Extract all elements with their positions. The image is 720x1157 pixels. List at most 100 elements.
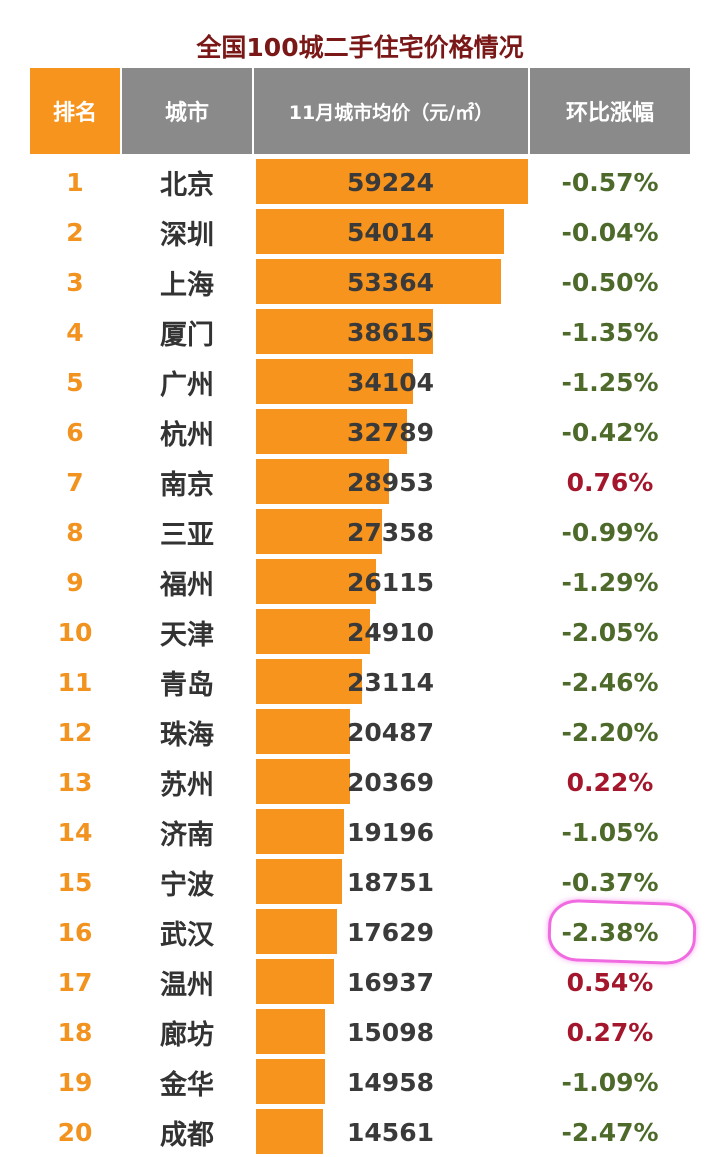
bar	[256, 209, 505, 254]
rank: 6	[66, 417, 84, 447]
bar	[256, 809, 345, 854]
header-cell: 环比涨幅	[530, 68, 690, 154]
bar	[256, 759, 350, 804]
change: -2.46%	[561, 667, 659, 697]
bar	[256, 459, 389, 504]
price: 32789	[347, 417, 434, 447]
header-cell: 城市	[122, 68, 252, 154]
change: -1.25%	[561, 367, 659, 397]
price: 20369	[347, 767, 434, 797]
header-cell: 11月城市均价（元/㎡）	[254, 68, 528, 154]
bar	[256, 709, 351, 754]
header-cell: 排名	[30, 68, 120, 154]
bar	[256, 1109, 323, 1154]
city: 三亚	[160, 519, 214, 551]
rank: 10	[57, 617, 93, 647]
change: 0.76%	[566, 467, 654, 497]
price: 53364	[347, 267, 434, 297]
bar	[256, 359, 413, 404]
city: 珠海	[160, 719, 214, 751]
city: 成都	[160, 1119, 214, 1151]
change: 0.22%	[566, 767, 654, 797]
bar	[256, 259, 502, 304]
city: 福州	[160, 569, 214, 601]
rank: 18	[57, 1017, 93, 1047]
change: -1.35%	[561, 317, 659, 347]
change: -2.20%	[561, 717, 659, 747]
change: -0.99%	[561, 517, 659, 547]
city: 济南	[160, 819, 214, 851]
rank: 9	[66, 567, 84, 597]
rank: 3	[66, 267, 84, 297]
price: 20487	[347, 717, 434, 747]
city: 苏州	[160, 769, 214, 801]
rank: 12	[57, 717, 93, 747]
price: 18751	[347, 867, 434, 897]
change: -0.37%	[561, 867, 659, 897]
change: -2.05%	[561, 617, 659, 647]
bar	[256, 559, 376, 604]
change: -0.57%	[561, 167, 659, 197]
change: -1.09%	[561, 1067, 659, 1097]
price: 16937	[347, 967, 434, 997]
bar	[256, 659, 363, 704]
city: 天津	[160, 619, 214, 651]
city: 温州	[160, 969, 214, 1001]
rank: 4	[66, 317, 84, 347]
rank: 5	[66, 367, 84, 397]
city: 金华	[160, 1069, 214, 1101]
change: 0.54%	[566, 967, 654, 997]
rank: 8	[66, 517, 84, 547]
city: 厦门	[160, 319, 214, 351]
price: 34104	[347, 367, 434, 397]
price: 23114	[347, 667, 434, 697]
bar	[256, 1009, 326, 1054]
bar	[256, 959, 334, 1004]
city: 广州	[160, 369, 214, 401]
rank: 11	[57, 667, 93, 697]
bar	[256, 909, 337, 954]
change: -2.47%	[561, 1117, 659, 1147]
price: 54014	[347, 217, 434, 247]
price: 26115	[347, 567, 434, 597]
city: 青岛	[160, 669, 214, 701]
price: 27358	[347, 517, 434, 547]
price: 15098	[347, 1017, 434, 1047]
highlight	[546, 898, 698, 966]
change: -2.38%	[561, 917, 659, 947]
rank: 14	[57, 817, 93, 847]
price: 24910	[347, 617, 434, 647]
city: 深圳	[160, 219, 214, 251]
rank: 20	[57, 1117, 93, 1147]
change: -0.04%	[561, 217, 659, 247]
city: 上海	[160, 269, 214, 301]
rank: 19	[57, 1067, 93, 1097]
rank: 16	[57, 917, 93, 947]
bar	[256, 409, 407, 454]
price: 28953	[347, 467, 434, 497]
bar	[256, 859, 343, 904]
change: -1.29%	[561, 567, 659, 597]
city: 南京	[160, 469, 214, 501]
city: 北京	[160, 169, 214, 201]
price: 59224	[347, 167, 434, 197]
city: 宁波	[160, 869, 214, 901]
rank: 7	[66, 467, 84, 497]
city: 武汉	[160, 919, 214, 951]
title: 全国100城二手住宅价格情况	[196, 33, 524, 62]
price: 38615	[347, 317, 434, 347]
price: 14958	[347, 1067, 434, 1097]
rank: 2	[66, 217, 84, 247]
bar	[256, 159, 528, 204]
price: 17629	[347, 917, 434, 947]
bar	[256, 609, 371, 654]
rank: 1	[66, 167, 84, 197]
bar	[256, 1059, 325, 1104]
rank: 17	[57, 967, 93, 997]
change: -1.05%	[561, 817, 659, 847]
city: 杭州	[160, 419, 214, 451]
bar	[256, 509, 382, 554]
change: 0.27%	[566, 1017, 654, 1047]
rank: 13	[57, 767, 93, 797]
